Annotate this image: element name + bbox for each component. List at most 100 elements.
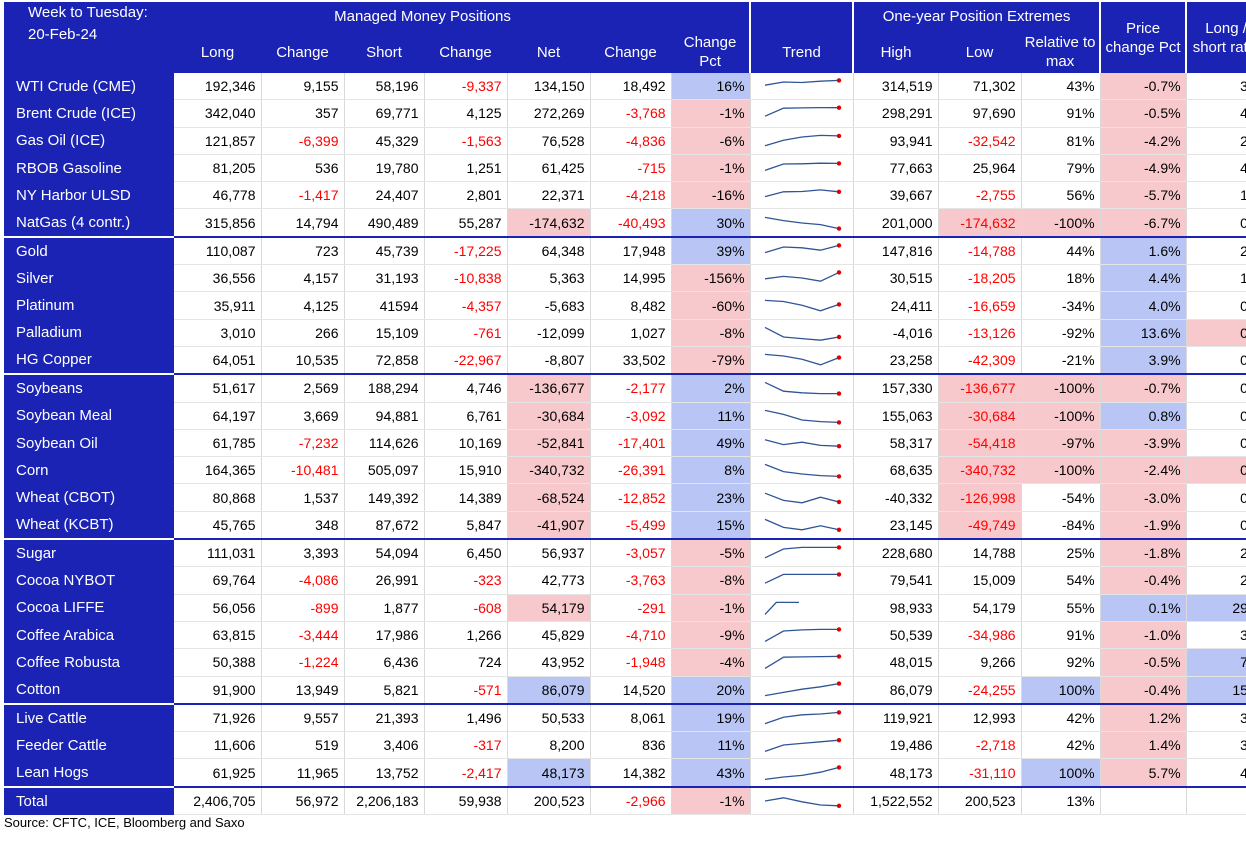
cell-ls-ratio: 3.3 [1186,73,1246,101]
trend-last-point [836,499,841,504]
cell-net: 22,371 [507,181,591,210]
trend-line [764,244,839,254]
cell-long: 46,778 [174,181,262,210]
trend-sparkline [764,326,841,341]
cell-short-chg: 4,125 [424,99,508,128]
cell-rel: 43% [1021,73,1101,101]
trend-sparkline [764,189,841,198]
trend-last-point [836,654,841,659]
cell-net: 42,773 [507,566,591,595]
cell-net-chg: -1,948 [590,648,672,677]
cell-net-chg: 14,995 [590,264,672,293]
row-label: Silver [4,264,174,292]
cell-long: 69,764 [174,566,262,595]
cell-price-chg: 1.4% [1100,731,1187,760]
cell-short-chg: 1,251 [424,154,508,183]
trend-sparkline [764,78,841,86]
trend-sparkline [764,161,841,172]
cell-short-chg: -761 [424,319,508,347]
cell-short: 31,193 [344,264,425,293]
cell-net: 8,200 [507,731,591,760]
cell-short-chg: 55,287 [424,208,508,238]
cell-long-chg: 13,949 [261,676,345,705]
trend-sparkline-cell [750,456,854,485]
row-label: Cocoa NYBOT [4,566,174,595]
cell-long-chg: -4,086 [261,566,345,595]
cell-ls-ratio: 0.2 [1186,319,1246,347]
cell-long: 91,900 [174,676,262,705]
trend-sparkline [764,243,841,254]
cell-high: 58,317 [853,429,939,458]
trend-line [764,766,839,780]
cell-long-chg: 723 [261,235,345,266]
row-label: Gas Oil (ICE) [4,127,174,155]
cell-short: 58,196 [344,73,425,101]
cell-short-chg: -571 [424,676,508,705]
cell-price-chg: 13.6% [1100,319,1187,347]
cell-price-chg [1100,785,1187,816]
cell-long-chg: 9,557 [261,702,345,733]
cell-long-chg: 536 [261,154,345,183]
cell-high: -4,016 [853,319,939,347]
row-label: Corn [4,456,174,484]
price-change-header: Price change Pct [1100,2,1188,73]
cell-high: 23,258 [853,346,939,375]
commodity-row: Corn 164,365 -10,481 505,097 15,910 -340,732-… [4,456,1246,485]
cell-short-chg: 724 [424,648,508,677]
row-label: WTI Crude (CME) [4,73,174,100]
cell-low: -30,684 [938,402,1022,430]
cell-price-chg: -3.0% [1100,483,1187,512]
cell-ls-ratio: 4.5 [1186,758,1246,788]
cell-net-chg: -3,057 [590,538,672,568]
col-net: Net [507,31,590,73]
cell-price-chg: -3.9% [1100,429,1187,458]
trend-sparkline [764,439,841,449]
trend-sparkline-cell [750,319,854,347]
cell-high: 155,063 [853,402,939,430]
trend-sparkline-cell [750,154,854,183]
trend-line [764,518,839,531]
cell-high: 19,486 [853,731,939,760]
trend-sparkline [764,464,841,479]
cell-long: 61,785 [174,429,262,458]
cell-ls-ratio: 3.4 [1186,702,1246,733]
cell-short-chg: -2,417 [424,758,508,788]
extremes-title: One-year Position Extremes [853,2,1102,31]
cell-low: 12,993 [938,702,1022,733]
cell-rel: 81% [1021,127,1101,155]
cell-rel: -54% [1021,483,1101,512]
cell-net: 76,528 [507,127,591,155]
cell-rel: -84% [1021,511,1101,540]
trend-sparkline [764,105,841,118]
cell-short-chg: -22,967 [424,346,508,375]
cell-low: -16,659 [938,291,1022,320]
trend-line [764,796,839,807]
cell-long: 36,556 [174,264,262,293]
cell-high: 68,635 [853,456,939,485]
trend-last-point [836,803,841,808]
cell-short-chg: -323 [424,566,508,595]
cell-short: 41594 [344,291,425,320]
cell-long: 111,031 [174,538,262,568]
cell-long-chg: 2,569 [261,373,345,403]
row-label: NY Harbor ULSD [4,181,174,209]
cell-chg-pct: -8% [671,566,751,595]
cell-net: 134,150 [507,73,591,101]
cell-low: 15,009 [938,566,1022,595]
cell-low: -49,749 [938,511,1022,540]
trend-last-point [836,334,841,340]
cell-price-chg: 3.9% [1100,346,1187,375]
commodity-row: Cocoa LIFFE 56,056 -899 1,877 -608 54,179 -291… [4,594,1246,622]
cell-short: 6,436 [344,648,425,677]
cell-chg-pct: 15% [671,511,751,540]
cell-short-chg: -608 [424,594,508,622]
cell-short-chg: 10,169 [424,429,508,458]
cell-long: 164,365 [174,456,262,485]
trend-line [764,464,839,478]
cell-ls-ratio: 0.6 [1186,208,1246,238]
cell-price-chg: -1.9% [1100,511,1187,540]
cell-net-chg: -2,966 [590,785,672,816]
row-label: Brent Crude (ICE) [4,99,174,128]
cell-price-chg: -5.7% [1100,181,1187,210]
row-label: Sugar [4,538,174,567]
